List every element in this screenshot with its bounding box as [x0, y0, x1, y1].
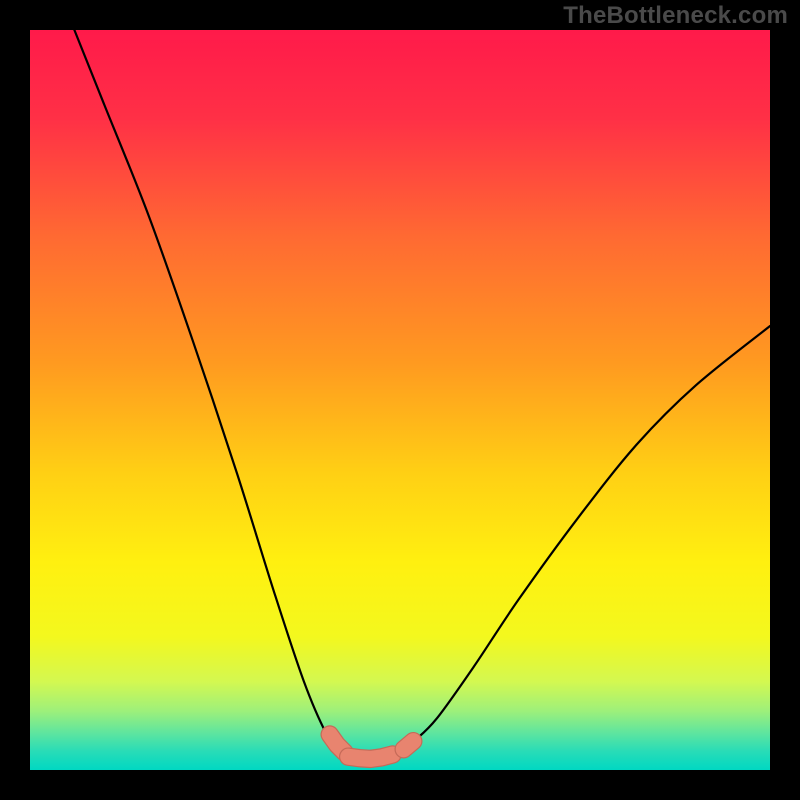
- marker-group-1: [348, 754, 392, 758]
- bottleneck-curve: [0, 0, 800, 800]
- curve-path: [74, 30, 770, 759]
- watermark-text: TheBottleneck.com: [563, 2, 788, 30]
- chart-frame: TheBottleneck.com: [0, 0, 800, 800]
- marker-group-2: [404, 741, 414, 749]
